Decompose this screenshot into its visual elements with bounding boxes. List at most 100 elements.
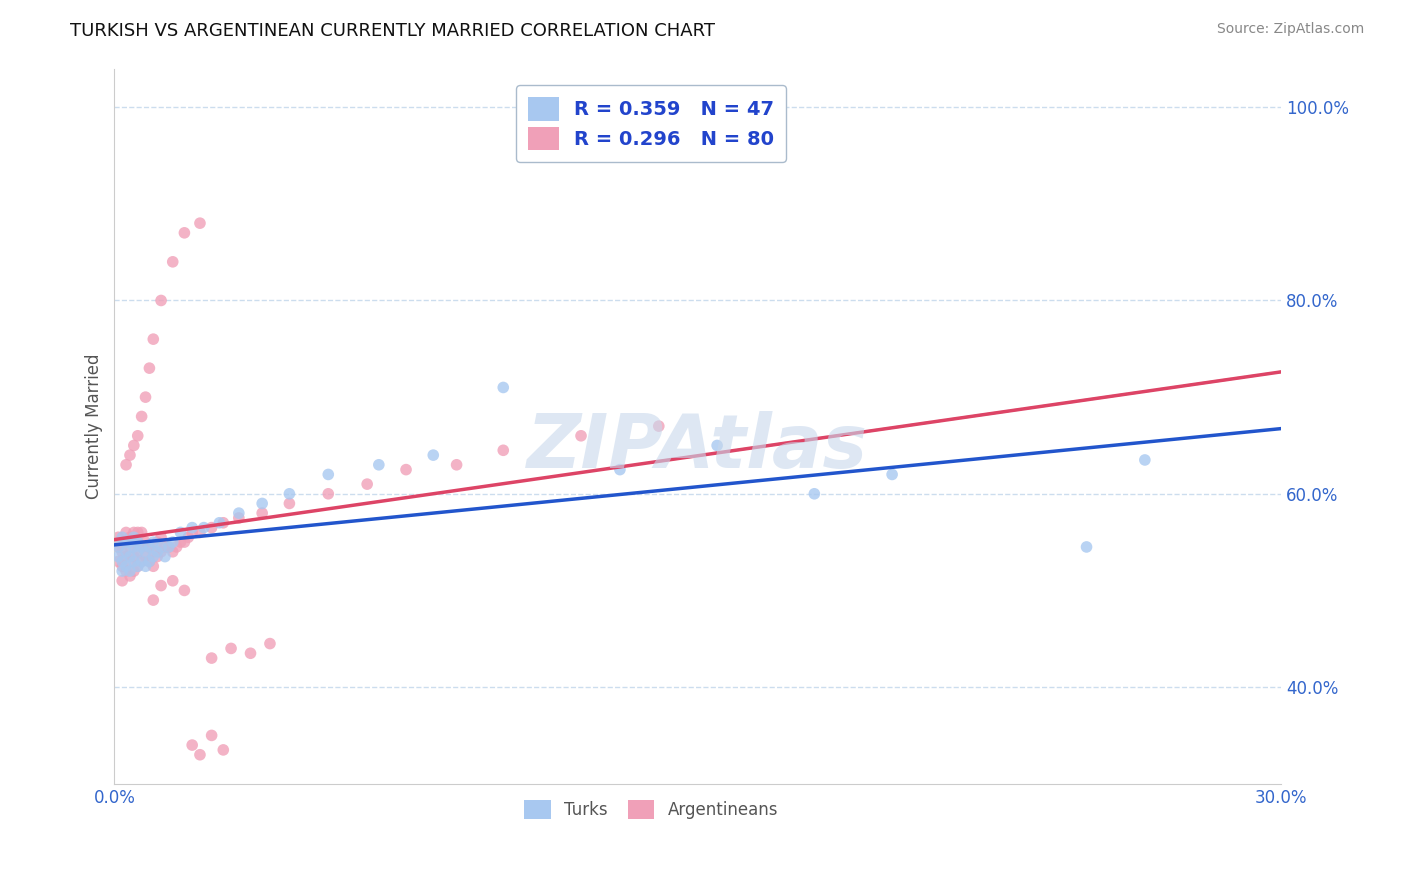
Point xyxy=(115,525,138,540)
Point xyxy=(228,511,250,525)
Point xyxy=(122,438,145,452)
Point xyxy=(1076,540,1098,554)
Point xyxy=(131,540,153,554)
Point xyxy=(111,559,134,574)
Point xyxy=(706,438,728,452)
Point xyxy=(115,549,138,564)
Point xyxy=(173,583,195,598)
Point xyxy=(150,293,173,308)
Point xyxy=(118,554,141,568)
Point xyxy=(648,419,671,434)
Point xyxy=(278,487,301,501)
Point xyxy=(122,530,145,544)
Point xyxy=(138,540,160,554)
Point xyxy=(169,535,191,549)
Point xyxy=(181,525,204,540)
Point xyxy=(111,545,134,559)
Point xyxy=(111,564,134,578)
Point xyxy=(201,520,224,534)
Point xyxy=(142,545,165,559)
Text: ZIPAtlas: ZIPAtlas xyxy=(527,411,869,484)
Point xyxy=(208,516,231,530)
Point xyxy=(138,361,160,376)
Point xyxy=(162,535,184,549)
Point xyxy=(153,540,176,554)
Point xyxy=(107,554,129,568)
Point xyxy=(803,487,825,501)
Point xyxy=(131,525,153,540)
Point xyxy=(115,564,138,578)
Point xyxy=(201,651,224,665)
Point xyxy=(127,559,149,574)
Point xyxy=(142,332,165,346)
Point xyxy=(162,545,184,559)
Point xyxy=(316,467,339,482)
Point xyxy=(162,255,184,269)
Point xyxy=(446,458,468,472)
Point xyxy=(115,458,138,472)
Point xyxy=(107,549,129,564)
Point xyxy=(127,525,149,540)
Point xyxy=(122,535,145,549)
Point xyxy=(131,540,153,554)
Point xyxy=(134,535,156,549)
Point xyxy=(181,520,204,534)
Point xyxy=(212,516,235,530)
Point xyxy=(115,559,138,574)
Point xyxy=(134,390,156,404)
Point xyxy=(609,462,631,476)
Point xyxy=(146,535,169,549)
Point xyxy=(162,574,184,588)
Point xyxy=(157,540,180,554)
Point xyxy=(127,545,149,559)
Point xyxy=(118,569,141,583)
Point xyxy=(150,579,173,593)
Point xyxy=(122,554,145,568)
Point xyxy=(150,545,173,559)
Point xyxy=(127,429,149,443)
Point xyxy=(118,530,141,544)
Point xyxy=(219,641,242,656)
Point xyxy=(250,496,273,510)
Point xyxy=(138,554,160,568)
Point xyxy=(138,554,160,568)
Point xyxy=(157,540,180,554)
Point xyxy=(177,530,200,544)
Point xyxy=(146,549,169,564)
Point xyxy=(131,554,153,568)
Point xyxy=(188,747,211,762)
Point xyxy=(118,549,141,564)
Point xyxy=(122,549,145,564)
Point xyxy=(122,564,145,578)
Point xyxy=(212,743,235,757)
Point xyxy=(1133,453,1156,467)
Point xyxy=(107,540,129,554)
Point xyxy=(134,545,156,559)
Point xyxy=(111,574,134,588)
Point xyxy=(146,545,169,559)
Point xyxy=(127,545,149,559)
Point xyxy=(150,530,173,544)
Point xyxy=(492,380,515,394)
Point xyxy=(107,540,129,554)
Point xyxy=(127,535,149,549)
Text: Source: ZipAtlas.com: Source: ZipAtlas.com xyxy=(1216,22,1364,37)
Point xyxy=(422,448,444,462)
Point xyxy=(142,559,165,574)
Point xyxy=(134,559,156,574)
Point xyxy=(122,540,145,554)
Point xyxy=(142,593,165,607)
Point xyxy=(131,554,153,568)
Point xyxy=(239,646,262,660)
Point xyxy=(188,525,211,540)
Point xyxy=(882,467,904,482)
Point xyxy=(166,540,188,554)
Point xyxy=(173,226,195,240)
Point xyxy=(153,549,176,564)
Point xyxy=(367,458,389,472)
Point xyxy=(250,506,273,520)
Point xyxy=(356,477,378,491)
Point xyxy=(138,540,160,554)
Point xyxy=(111,530,134,544)
Point xyxy=(134,549,156,564)
